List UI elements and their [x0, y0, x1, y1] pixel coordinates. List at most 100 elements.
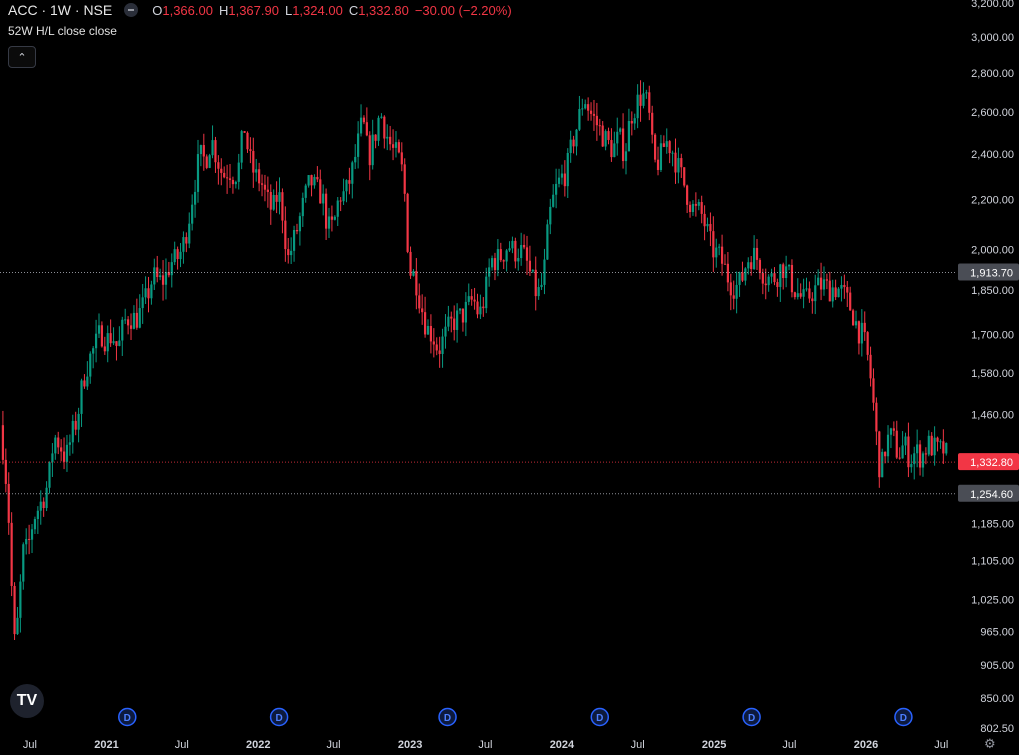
candle-body: [354, 156, 357, 163]
candle-body: [316, 176, 319, 180]
candle-body: [741, 272, 744, 281]
candle-body: [726, 263, 729, 283]
x-tick-label: Jul: [631, 739, 645, 751]
candle-body: [100, 325, 104, 347]
candle-body: [572, 139, 575, 147]
candle-body: [357, 133, 360, 157]
candle-body: [185, 237, 188, 244]
y-tick-label: 1,460.00: [971, 409, 1014, 421]
candle-body: [25, 538, 28, 545]
candle-body: [153, 267, 156, 285]
candle-body: [48, 462, 51, 488]
symbol-title[interactable]: ACC · 1W · NSE: [8, 2, 113, 18]
candle-body: [942, 441, 945, 454]
candle-body: [674, 152, 677, 173]
indicator-label[interactable]: 52W H/L close close: [8, 24, 117, 38]
candle-body: [284, 220, 287, 250]
x-tick-label: Jul: [782, 739, 796, 751]
candle-body: [380, 116, 383, 118]
candle-body: [566, 152, 569, 187]
candle-body: [485, 276, 488, 309]
candle-body: [94, 333, 98, 349]
candle-body: [138, 308, 141, 328]
candle-body: [106, 333, 109, 352]
candle-body: [569, 139, 572, 153]
candle-body: [802, 289, 805, 297]
candle-body: [164, 271, 168, 285]
candle-body: [173, 249, 176, 263]
candle-body: [840, 285, 843, 289]
gear-icon[interactable]: ⚙: [984, 736, 996, 751]
candle-body: [156, 267, 159, 278]
dividend-marker-label: D: [900, 713, 907, 724]
candle-body: [712, 231, 715, 258]
candle-body: [502, 260, 505, 262]
candle-body: [517, 258, 520, 262]
candle-body: [680, 158, 683, 168]
candle-body: [409, 251, 412, 276]
candle-body: [458, 308, 462, 311]
candle-body: [461, 308, 465, 323]
candle-body: [144, 288, 147, 298]
candle-body: [607, 131, 610, 141]
x-tick-label: 2021: [94, 739, 118, 751]
candle-body: [310, 175, 313, 186]
candle-body: [278, 192, 281, 202]
candle-body: [662, 143, 665, 147]
candle-body: [490, 258, 494, 268]
candle-body: [441, 336, 444, 354]
candle-body: [747, 262, 750, 269]
candle-body: [595, 115, 598, 126]
candle-body: [604, 131, 607, 147]
candle-body: [412, 271, 415, 276]
candle-body: [525, 247, 529, 261]
candle-body: [432, 341, 435, 345]
candle-body: [945, 442, 948, 454]
candle-body: [324, 193, 328, 229]
candle-body: [482, 306, 485, 309]
change-value: −30.00 (−2.20%): [414, 2, 512, 18]
candle-body: [121, 319, 124, 341]
candle-body: [80, 380, 83, 414]
candle-body: [499, 249, 502, 261]
y-tick-label: 1,850.00: [971, 285, 1014, 297]
x-tick-label: Jul: [327, 739, 341, 751]
candle-body: [435, 344, 438, 351]
y-tick-label: 3,000.00: [971, 32, 1014, 44]
candle-body: [228, 178, 232, 180]
candle-body: [732, 295, 735, 299]
dividend-marker-icon: [118, 707, 137, 727]
candle-body: [916, 444, 919, 454]
candle-body: [223, 172, 226, 178]
candle-body: [287, 249, 290, 256]
chevron-up-icon[interactable]: ⌃: [8, 46, 36, 68]
candle-body: [694, 203, 697, 206]
candle-body: [150, 284, 153, 299]
candle-body: [592, 113, 596, 116]
price-tag: [958, 453, 1019, 471]
candle-body: [933, 437, 936, 456]
candle-body: [787, 265, 791, 267]
candle-body: [377, 117, 380, 141]
candle-body: [799, 293, 802, 297]
candle-body: [790, 265, 794, 293]
candle-body: [86, 376, 89, 387]
candle-body: [36, 510, 39, 520]
candle-body: [627, 121, 631, 152]
candle-body: [476, 301, 479, 315]
candle-body: [252, 150, 255, 173]
symbol-status-icon[interactable]: [124, 3, 139, 17]
candle-body: [304, 185, 307, 198]
candle-body: [557, 177, 561, 184]
tradingview-logo-icon[interactable]: TV: [10, 684, 44, 718]
candle-body: [636, 94, 639, 119]
candle-body: [921, 453, 925, 468]
candle-body: [65, 444, 69, 462]
candle-body: [904, 436, 907, 446]
candle-body: [429, 325, 433, 342]
candle-body: [141, 297, 144, 309]
candle-body: [129, 325, 133, 329]
y-tick-label: 965.00: [980, 626, 1014, 638]
high-value: 1,367.90: [228, 2, 279, 18]
